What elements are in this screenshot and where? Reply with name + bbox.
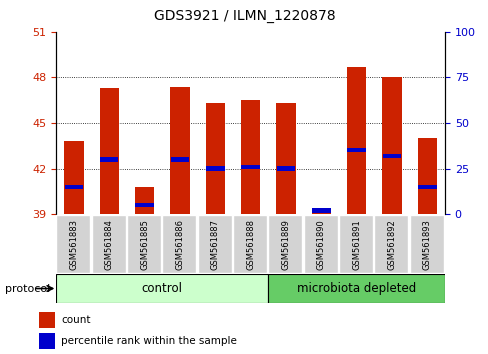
Bar <box>205 103 224 214</box>
Bar <box>303 215 337 273</box>
Text: GSM561886: GSM561886 <box>175 219 184 270</box>
Text: count: count <box>61 315 90 325</box>
Text: protocol: protocol <box>5 284 50 293</box>
Bar <box>64 141 83 214</box>
Bar <box>382 78 401 214</box>
Text: GSM561885: GSM561885 <box>140 219 149 270</box>
Bar <box>162 215 196 273</box>
Bar <box>382 154 400 158</box>
Bar <box>276 166 295 171</box>
Bar <box>56 215 90 273</box>
Bar <box>197 215 231 273</box>
Bar <box>170 157 189 162</box>
Bar <box>268 274 444 303</box>
Text: GSM561889: GSM561889 <box>281 219 290 270</box>
Bar <box>338 215 372 273</box>
Bar <box>39 333 55 349</box>
Bar <box>311 210 330 214</box>
Text: GDS3921 / ILMN_1220878: GDS3921 / ILMN_1220878 <box>153 9 335 23</box>
Bar <box>268 215 302 273</box>
Bar <box>346 67 366 214</box>
Bar <box>127 215 161 273</box>
Text: microbiota depleted: microbiota depleted <box>296 282 415 295</box>
Text: control: control <box>142 282 183 295</box>
Bar <box>135 203 154 207</box>
Text: GSM561892: GSM561892 <box>386 219 396 270</box>
Text: GSM561891: GSM561891 <box>351 219 361 270</box>
Bar <box>276 103 295 214</box>
Bar <box>170 86 189 214</box>
Bar <box>91 215 125 273</box>
Bar <box>311 209 330 213</box>
Text: GSM561883: GSM561883 <box>69 219 78 270</box>
Bar <box>373 215 407 273</box>
Text: GSM561884: GSM561884 <box>104 219 114 270</box>
Bar <box>417 138 436 214</box>
Bar <box>100 88 119 214</box>
Bar <box>135 187 154 214</box>
Text: GSM561888: GSM561888 <box>245 219 255 270</box>
Bar <box>56 274 268 303</box>
Bar <box>241 165 259 169</box>
Bar <box>241 100 260 214</box>
Text: GSM561887: GSM561887 <box>210 219 219 270</box>
Text: percentile rank within the sample: percentile rank within the sample <box>61 336 237 346</box>
Bar <box>417 185 436 189</box>
Bar <box>232 215 266 273</box>
Text: GSM561890: GSM561890 <box>316 219 325 270</box>
Bar <box>100 157 118 162</box>
Bar <box>64 185 83 189</box>
Bar <box>205 166 224 171</box>
Bar <box>409 215 443 273</box>
Text: GSM561893: GSM561893 <box>422 219 431 270</box>
Bar <box>346 148 365 153</box>
Bar <box>39 312 55 327</box>
